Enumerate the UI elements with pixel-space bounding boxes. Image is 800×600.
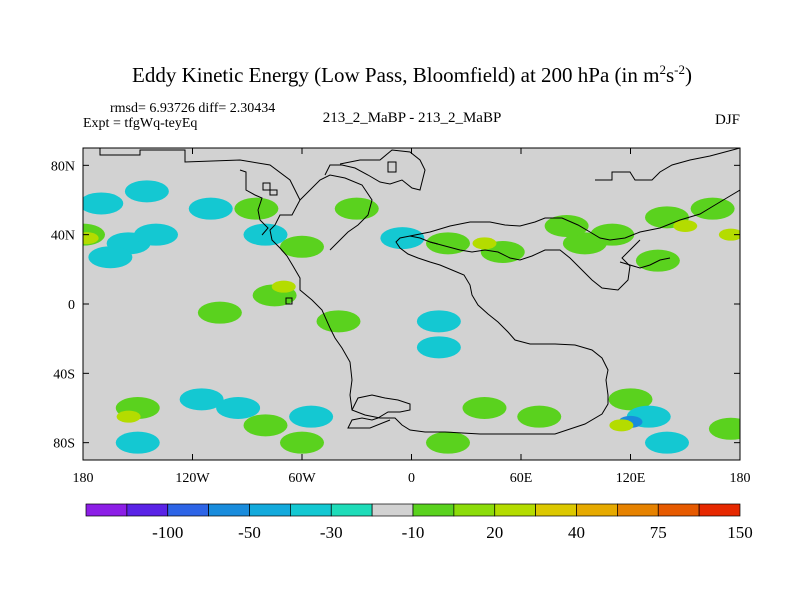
coastlines xyxy=(83,148,740,435)
y-axis: 80N 40N 0 40S 80S xyxy=(51,159,740,452)
colorbar-label: 150 xyxy=(727,523,753,542)
colorbar-label: -50 xyxy=(238,523,261,542)
field-blob xyxy=(426,431,470,454)
field-blob xyxy=(88,246,133,269)
coast-eurasia xyxy=(409,189,740,241)
x-tick-label: 60W xyxy=(288,471,316,486)
y-tick-label: 80S xyxy=(53,437,75,452)
colorbar-label: 40 xyxy=(568,523,585,542)
field-blob xyxy=(179,388,224,411)
colorbar-boxes xyxy=(85,503,741,517)
coast-island-2 xyxy=(387,161,397,173)
colorbar-box xyxy=(576,503,618,517)
colorbar-label: -10 xyxy=(402,523,425,542)
colorbar-box xyxy=(208,503,250,517)
field-blob xyxy=(608,388,653,411)
center-label: 213_2_MaBP - 213_2_MaBP xyxy=(323,110,502,126)
colorbar-box xyxy=(330,503,373,517)
coast-labrador xyxy=(299,174,373,251)
season-label: DJF xyxy=(715,112,740,128)
coast-island-3 xyxy=(285,297,293,305)
coast-indochina xyxy=(619,257,671,269)
field-blob xyxy=(188,197,233,220)
colorbar-box xyxy=(494,503,536,517)
field-blob xyxy=(416,336,461,359)
y-tick-label: 40S xyxy=(53,367,75,382)
colorbar-label: 20 xyxy=(486,523,503,542)
field-blob xyxy=(243,223,288,246)
field-blob xyxy=(116,410,141,423)
coast-hudson xyxy=(239,169,269,236)
y-tick-label: 40N xyxy=(51,229,75,244)
field-blob xyxy=(134,223,178,246)
field-blob xyxy=(197,301,242,324)
coast-antarctic-land xyxy=(347,394,411,429)
colorbar-box xyxy=(535,503,577,517)
x-tick-label: 180 xyxy=(730,471,751,486)
colorbar-label: 75 xyxy=(650,523,667,542)
map-area: 180 120W 60W 0 60E 120E 180 80N 40N 0 40S 80S xyxy=(51,147,751,486)
field-blob xyxy=(718,228,740,241)
stats-label: rmsd= 6.93726 diff= 2.30434 xyxy=(110,101,275,116)
x-tick-label: 120W xyxy=(175,471,210,486)
coast-asia-north xyxy=(595,148,740,181)
field-blob xyxy=(271,280,296,293)
colorbar-box xyxy=(453,503,496,517)
colorbar-box xyxy=(657,503,700,517)
colorbar-label: -100 xyxy=(152,523,183,542)
field-blob xyxy=(280,235,324,258)
field-blob xyxy=(416,310,461,333)
field-blob xyxy=(645,431,689,454)
field-blob xyxy=(708,417,740,440)
field-blob xyxy=(124,180,169,203)
field-blob xyxy=(289,405,334,428)
colorbar-box xyxy=(698,503,741,517)
y-tick-label: 80N xyxy=(51,159,75,174)
field-blob xyxy=(590,223,635,246)
colorbar-box xyxy=(371,503,414,517)
x-tick-label: 0 xyxy=(408,471,415,486)
x-tick-label: 180 xyxy=(73,471,94,486)
field-blob xyxy=(380,227,425,250)
colorbar-label: -30 xyxy=(320,523,343,542)
x-tick-label: 120E xyxy=(616,471,646,486)
field-blob xyxy=(234,197,279,220)
field-blob xyxy=(517,405,562,428)
colorbar-box xyxy=(167,503,209,517)
coast-south-america xyxy=(329,235,609,435)
coast-north-america xyxy=(83,148,331,329)
field-blob xyxy=(673,220,698,232)
y-tick-label: 0 xyxy=(68,298,75,313)
colorbar-box xyxy=(412,503,455,517)
x-tick-label: 60E xyxy=(510,471,533,486)
expt-label: Expt = tfgWq-teyEq xyxy=(83,116,197,131)
chart-title: Eddy Kinetic Energy (Low Pass, Bloomfiel… xyxy=(132,62,692,87)
coast-greenland xyxy=(324,149,426,191)
field-blob xyxy=(115,431,160,454)
coast-island-1 xyxy=(262,182,278,196)
field-blob xyxy=(280,431,324,454)
field-blob xyxy=(243,414,288,437)
field-blob xyxy=(462,397,507,419)
colorbar-labels: -100 -50 -30 -10 20 40 75 150 xyxy=(152,523,753,542)
colorbar-box xyxy=(126,503,169,517)
coast-arabia xyxy=(429,239,641,291)
field-blob xyxy=(216,397,261,419)
field-blob xyxy=(316,310,361,333)
colorbar-box xyxy=(617,503,659,517)
colorbar-box xyxy=(249,503,291,517)
colorbar-box xyxy=(85,503,128,517)
field-blob xyxy=(83,232,99,245)
field-blob xyxy=(83,192,124,215)
field-blob xyxy=(609,419,634,432)
field-blob xyxy=(690,197,735,220)
x-axis: 180 120W 60W 0 60E 120E 180 xyxy=(73,148,751,486)
field-blob xyxy=(426,232,470,255)
colorbar: -100 -50 -30 -10 20 40 75 150 xyxy=(85,503,753,542)
field-blob xyxy=(544,215,589,237)
colorbar-box xyxy=(290,503,332,517)
field-blob xyxy=(472,237,497,250)
